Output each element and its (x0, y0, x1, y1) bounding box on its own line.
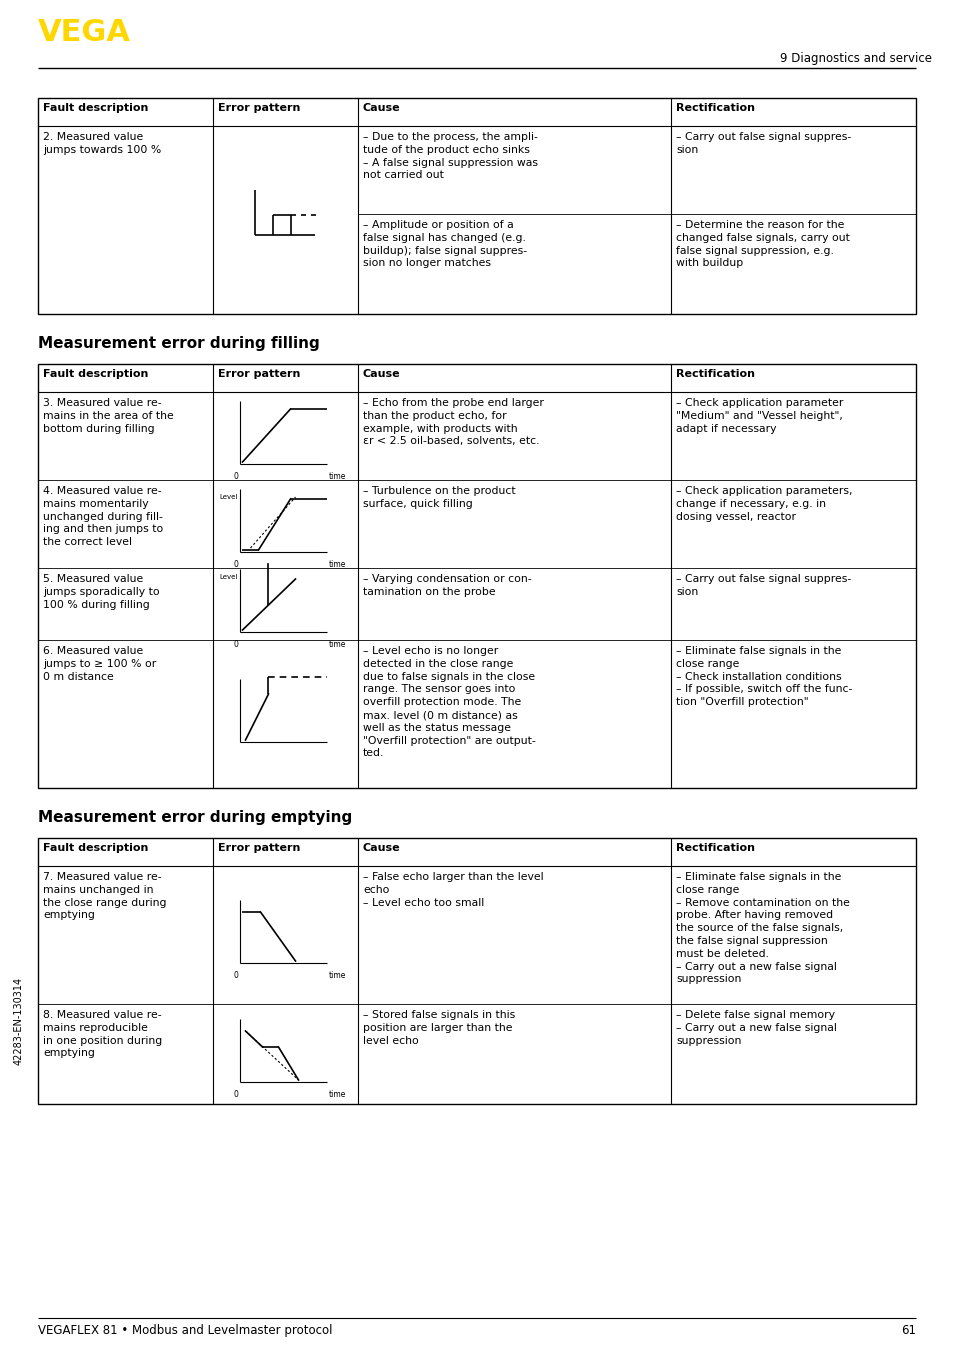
Text: 0: 0 (233, 1090, 238, 1099)
Text: 8. Measured value re-
mains reproducible
in one position during
emptying: 8. Measured value re- mains reproducible… (43, 1010, 162, 1059)
Text: Fault description: Fault description (43, 370, 149, 379)
Text: – Determine the reason for the
changed false signals, carry out
false signal sup: – Determine the reason for the changed f… (676, 219, 849, 268)
Text: – Check application parameter
"Medium" and "Vessel height",
adapt if necessary: – Check application parameter "Medium" a… (676, 398, 842, 433)
Text: 2. Measured value
jumps towards 100 %: 2. Measured value jumps towards 100 % (43, 131, 161, 154)
Text: – Carry out false signal suppres-
sion: – Carry out false signal suppres- sion (676, 131, 850, 154)
Text: 42283-EN-130314: 42283-EN-130314 (14, 978, 24, 1066)
Text: 5. Measured value
jumps sporadically to
100 % during filling: 5. Measured value jumps sporadically to … (43, 574, 159, 609)
Text: 0: 0 (233, 971, 238, 980)
Text: 4. Measured value re-
mains momentarily
unchanged during fill-
ing and then jump: 4. Measured value re- mains momentarily … (43, 486, 163, 547)
Text: Error pattern: Error pattern (218, 103, 300, 112)
Bar (38, 364, 915, 788)
Bar (38, 838, 915, 1104)
Text: Error pattern: Error pattern (218, 370, 300, 379)
Text: time: time (328, 971, 346, 980)
Text: VEGAFLEX 81 • Modbus and Levelmaster protocol: VEGAFLEX 81 • Modbus and Levelmaster pro… (38, 1324, 333, 1336)
Text: 0: 0 (233, 473, 238, 481)
Text: Measurement error during emptying: Measurement error during emptying (38, 810, 352, 825)
Text: Fault description: Fault description (43, 844, 149, 853)
Text: – Turbulence on the product
surface, quick filling: – Turbulence on the product surface, qui… (363, 486, 515, 509)
Text: 61: 61 (900, 1324, 915, 1336)
Text: time: time (328, 473, 346, 481)
Text: Error pattern: Error pattern (218, 844, 300, 853)
Text: Rectification: Rectification (676, 844, 754, 853)
Text: – Stored false signals in this
position are larger than the
level echo: – Stored false signals in this position … (363, 1010, 515, 1045)
Text: 9 Diagnostics and service: 9 Diagnostics and service (780, 51, 931, 65)
Text: Rectification: Rectification (676, 103, 754, 112)
Text: – False echo larger than the level
echo
– Level echo too small: – False echo larger than the level echo … (363, 872, 543, 907)
Text: – Amplitude or position of a
false signal has changed (e.g.
buildup); false sign: – Amplitude or position of a false signa… (363, 219, 527, 268)
Text: Measurement error during filling: Measurement error during filling (38, 336, 319, 351)
Text: Level: Level (219, 494, 237, 500)
Text: time: time (328, 561, 346, 569)
Text: 7. Measured value re-
mains unchanged in
the close range during
emptying: 7. Measured value re- mains unchanged in… (43, 872, 167, 921)
Text: – Check application parameters,
change if necessary, e.g. in
dosing vessel, reac: – Check application parameters, change i… (676, 486, 852, 521)
Text: Level: Level (219, 574, 237, 580)
Text: time: time (328, 1090, 346, 1099)
Text: 6. Measured value
jumps to ≥ 100 % or
0 m distance: 6. Measured value jumps to ≥ 100 % or 0 … (43, 646, 156, 681)
Text: – Carry out false signal suppres-
sion: – Carry out false signal suppres- sion (676, 574, 850, 597)
Text: VEGA: VEGA (38, 18, 131, 47)
Text: 0: 0 (233, 561, 238, 569)
Text: – Eliminate false signals in the
close range
– Remove contamination on the
probe: – Eliminate false signals in the close r… (676, 872, 849, 984)
Text: – Varying condensation or con-
tamination on the probe: – Varying condensation or con- taminatio… (363, 574, 531, 597)
Text: – Level echo is no longer
detected in the close range
due to false signals in th: – Level echo is no longer detected in th… (363, 646, 536, 758)
Text: – Echo from the probe end larger
than the product echo, for
example, with produc: – Echo from the probe end larger than th… (363, 398, 543, 447)
Text: Cause: Cause (363, 844, 400, 853)
Text: – Due to the process, the ampli-
tude of the product echo sinks
– A false signal: – Due to the process, the ampli- tude of… (363, 131, 537, 180)
Text: time: time (328, 640, 346, 649)
Text: Cause: Cause (363, 103, 400, 112)
Text: 3. Measured value re-
mains in the area of the
bottom during filling: 3. Measured value re- mains in the area … (43, 398, 173, 433)
Text: Fault description: Fault description (43, 103, 149, 112)
Text: 0: 0 (233, 640, 238, 649)
Text: Rectification: Rectification (676, 370, 754, 379)
Bar (38, 97, 915, 314)
Text: Cause: Cause (363, 370, 400, 379)
Text: – Delete false signal memory
– Carry out a new false signal
suppression: – Delete false signal memory – Carry out… (676, 1010, 836, 1045)
Text: – Eliminate false signals in the
close range
– Check installation conditions
– I: – Eliminate false signals in the close r… (676, 646, 851, 707)
